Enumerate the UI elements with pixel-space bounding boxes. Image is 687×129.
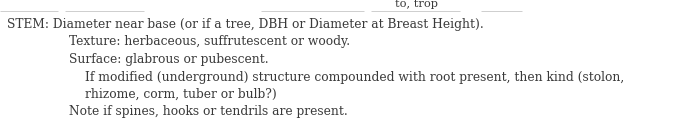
Text: Surface: glabrous or pubescent.: Surface: glabrous or pubescent.: [69, 53, 269, 66]
Text: Note if spines, hooks or tendrils are present.: Note if spines, hooks or tendrils are pr…: [69, 106, 348, 119]
Text: to, trop: to, trop: [395, 0, 438, 9]
Text: If modified (underground) structure compounded with root present, then kind (sto: If modified (underground) structure comp…: [85, 71, 624, 83]
Text: Texture: herbaceous, suffrutescent or woody.: Texture: herbaceous, suffrutescent or wo…: [69, 35, 350, 49]
Text: STEM: Diameter near base (or if a tree, DBH or Diameter at Breast Height).: STEM: Diameter near base (or if a tree, …: [7, 18, 484, 31]
Text: rhizome, corm, tuber or bulb?): rhizome, corm, tuber or bulb?): [85, 88, 276, 101]
